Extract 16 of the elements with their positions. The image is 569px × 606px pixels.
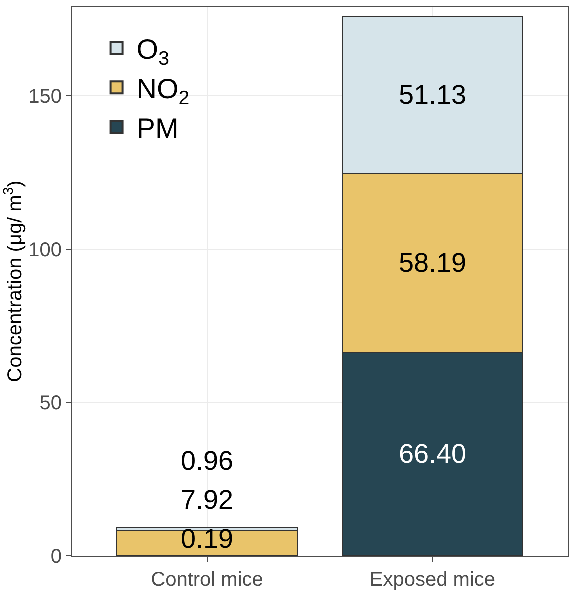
- y-tick-label: 100: [28, 239, 62, 262]
- y-tick-label: 150: [28, 86, 62, 108]
- x-tick-label: Exposed mice: [370, 569, 496, 591]
- y-tick-label: 50: [40, 392, 62, 415]
- x-tick-label: Control mice: [151, 569, 264, 591]
- data-label: 58.19: [399, 248, 467, 278]
- data-label: 0.19: [181, 524, 234, 554]
- y-tick-label: 0: [50, 546, 62, 568]
- legend-label: NO$_{2}$: [136, 73, 190, 110]
- legend-label: PM: [136, 112, 179, 144]
- bar: [116, 530, 298, 556]
- data-label: 51.13: [399, 80, 467, 110]
- data-label: 7.92: [181, 485, 234, 515]
- legend-label: O$_{3}$: [136, 34, 170, 70]
- data-label: 0.96: [181, 446, 234, 476]
- data-label: 66.40: [399, 439, 467, 469]
